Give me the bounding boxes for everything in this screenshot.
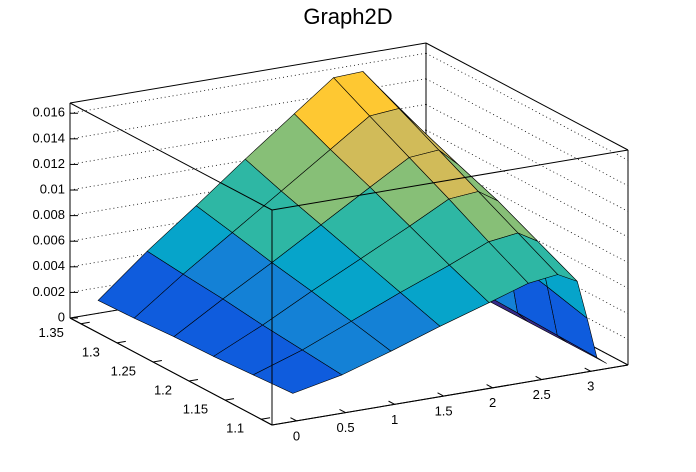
y-tick <box>116 340 126 344</box>
x-tick-label: 1.5 <box>435 404 453 419</box>
y-tick-label: 1.2 <box>154 382 172 397</box>
grid-line <box>425 52 629 161</box>
x-tick-label: 2.5 <box>533 387 551 402</box>
z-tick-label: 0.014 <box>32 130 65 145</box>
z-tick-label: 0.008 <box>32 207 65 222</box>
y-tick-label: 1.35 <box>39 325 64 340</box>
grid-line <box>69 52 427 114</box>
x-tick <box>584 367 591 372</box>
y-tick <box>152 359 162 363</box>
y-tick <box>261 417 271 420</box>
chart-title: Graph2D <box>303 4 392 29</box>
y-tick <box>225 398 235 401</box>
x-tick <box>535 375 542 380</box>
y-tick <box>188 379 199 382</box>
box-edge <box>425 42 629 151</box>
box-edge <box>69 102 273 211</box>
y-tick <box>80 321 90 325</box>
x-tick <box>290 417 297 422</box>
y-tick-label: 1.3 <box>82 344 100 359</box>
box-edge <box>69 42 427 104</box>
box-edge <box>271 149 629 211</box>
box-edge <box>271 364 629 426</box>
x-tick-label: 2 <box>489 395 496 410</box>
x-tick-label: 0.5 <box>337 420 355 435</box>
y-tick-label: 1.25 <box>111 363 136 378</box>
x-tick <box>437 392 444 397</box>
surface-cell <box>252 349 343 394</box>
z-tick-label: 0.004 <box>32 258 65 273</box>
x-tick <box>388 400 395 405</box>
x-tick-label: 0 <box>293 428 300 443</box>
x-tick-label: 1 <box>391 412 398 427</box>
x-tick <box>486 384 493 389</box>
box-edge <box>69 317 273 426</box>
y-tick-label: 1.15 <box>183 402 208 417</box>
z-tick-label: 0.012 <box>32 156 65 171</box>
z-tick-label: 0 <box>58 309 65 324</box>
z-tick-label: 0.002 <box>32 284 65 299</box>
z-tick-label: 0.016 <box>32 105 65 120</box>
z-tick-label: 0.01 <box>40 181 65 196</box>
z-tick-label: 0.006 <box>32 233 65 248</box>
x-tick-label: 3 <box>587 379 594 394</box>
y-tick-label: 1.1 <box>226 421 244 436</box>
x-tick <box>339 408 346 414</box>
